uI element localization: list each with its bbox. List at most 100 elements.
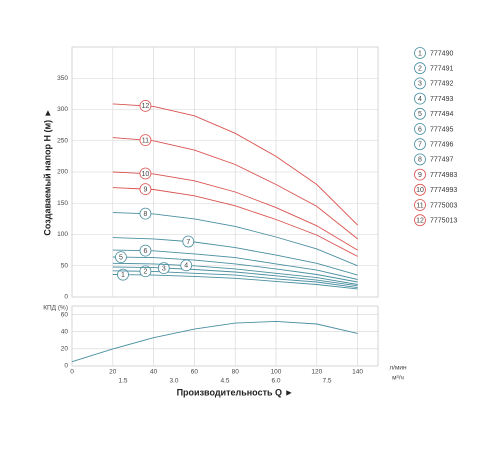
- y-tick-label: 60: [61, 311, 69, 318]
- curve-label-circle: [139, 167, 152, 180]
- curve: [112, 249, 358, 280]
- curve: [112, 171, 358, 251]
- x2-tick-label: 6.0: [271, 378, 280, 385]
- legend-number: 11: [416, 202, 423, 209]
- legend-circle: [414, 62, 426, 75]
- x-tick-label: 0: [70, 369, 74, 376]
- curve-label-circle: [139, 207, 152, 220]
- legend-circle: [414, 214, 426, 227]
- legend-circle: [414, 92, 426, 105]
- x-tick-label: 60: [191, 369, 199, 376]
- legend-circle: [414, 138, 426, 151]
- curve-label-circle: [139, 265, 152, 278]
- x2-unit: м³/ч: [392, 375, 404, 382]
- y-tick-label: 100: [57, 231, 68, 238]
- curve-label: 6: [143, 248, 147, 255]
- legend-label: 777493: [430, 96, 453, 103]
- curve: [112, 262, 358, 285]
- curve: [112, 212, 358, 267]
- y-tick-label: 40: [61, 328, 69, 335]
- y-tick-label: 20: [61, 346, 69, 353]
- legend-circle: [414, 199, 426, 211]
- y-tick-label: 0: [64, 363, 68, 370]
- legend-label: 7775013: [430, 218, 457, 225]
- y-tick-label: 150: [57, 200, 68, 207]
- curve-label: 1: [121, 272, 125, 279]
- legend-circle: [414, 123, 426, 135]
- legend-label: 7774993: [430, 187, 457, 194]
- curve-label: 9: [143, 186, 147, 193]
- x-tick-label: 40: [150, 369, 158, 376]
- legend-number: 12: [416, 218, 424, 225]
- x2-tick-label: 3.0: [169, 378, 178, 385]
- curve: [112, 187, 358, 257]
- x-tick-label: 100: [271, 369, 282, 376]
- plot-frame: [71, 305, 379, 367]
- curve-label: 3: [162, 265, 166, 272]
- legend-number: 2: [418, 66, 422, 73]
- x-tick-label: 120: [311, 369, 322, 376]
- curve-label: 4: [184, 263, 188, 270]
- y-tick-label: 50: [61, 262, 69, 269]
- legend-number: 5: [418, 111, 422, 118]
- legend-circle: [414, 183, 426, 196]
- curve: [112, 274, 358, 290]
- curve: [112, 237, 358, 276]
- legend-number: 10: [416, 187, 424, 194]
- curve-label-circle: [139, 134, 152, 147]
- legend-label: 7774983: [430, 172, 457, 179]
- x-tick-label: 80: [232, 369, 240, 376]
- y-axis-title: Создаваемый напор H (м) ►: [42, 108, 52, 235]
- curve-label: 5: [119, 254, 123, 261]
- x2-tick-label: 7.5: [322, 378, 331, 385]
- curve: [112, 270, 358, 289]
- legend-number: 6: [418, 126, 422, 133]
- curve: [112, 256, 358, 283]
- curve: [112, 103, 358, 226]
- legend-circle: [414, 153, 426, 166]
- curve-label: 10: [142, 171, 150, 178]
- curve-label-circle: [139, 244, 152, 257]
- x-tick-label: 140: [352, 369, 363, 376]
- legend-label: 7775003: [430, 202, 457, 209]
- curve-label: 2: [143, 269, 147, 276]
- legend-number: 9: [418, 172, 422, 179]
- x2-tick-label: 1.5: [118, 378, 127, 385]
- curve: [112, 266, 358, 287]
- curve-label-circle: [117, 268, 129, 281]
- curve-label-circle: [157, 262, 170, 274]
- curve-label-circle: [139, 183, 152, 196]
- curve-label-circle: [182, 235, 195, 248]
- y-tick-label: 350: [57, 75, 68, 82]
- legend-label: 777494: [430, 111, 453, 118]
- legend-number: 3: [418, 81, 422, 88]
- y-tick-label: 300: [57, 106, 68, 113]
- legend-circle: [414, 77, 426, 90]
- legend-label: 777495: [430, 126, 453, 133]
- y-axis-title: КПД (%): [43, 305, 68, 312]
- legend-circle: [414, 107, 426, 120]
- x2-tick-label: 4.5: [220, 378, 229, 385]
- x-axis-title: Производительность Q ►: [177, 387, 294, 397]
- curve-label: 8: [143, 211, 147, 218]
- curve-label: 7: [186, 239, 190, 246]
- curve-label-circle: [115, 251, 127, 264]
- curve: [71, 320, 358, 363]
- x-tick-label: 20: [109, 369, 117, 376]
- legend-number: 4: [418, 96, 422, 103]
- legend-circle: [414, 47, 426, 59]
- curve-label: 11: [142, 137, 149, 144]
- legend-label: 777490: [430, 50, 453, 57]
- legend-label: 777497: [430, 157, 453, 164]
- x-unit: л/мин: [389, 365, 407, 372]
- legend-number: 1: [418, 50, 422, 57]
- legend-label: 777496: [430, 142, 453, 149]
- y-tick-label: 200: [57, 169, 68, 176]
- legend-number: 7: [418, 142, 422, 149]
- y-tick-label: 250: [57, 137, 68, 144]
- curve: [112, 137, 358, 240]
- legend-label: 777492: [430, 81, 453, 88]
- curve-label: 12: [142, 103, 150, 110]
